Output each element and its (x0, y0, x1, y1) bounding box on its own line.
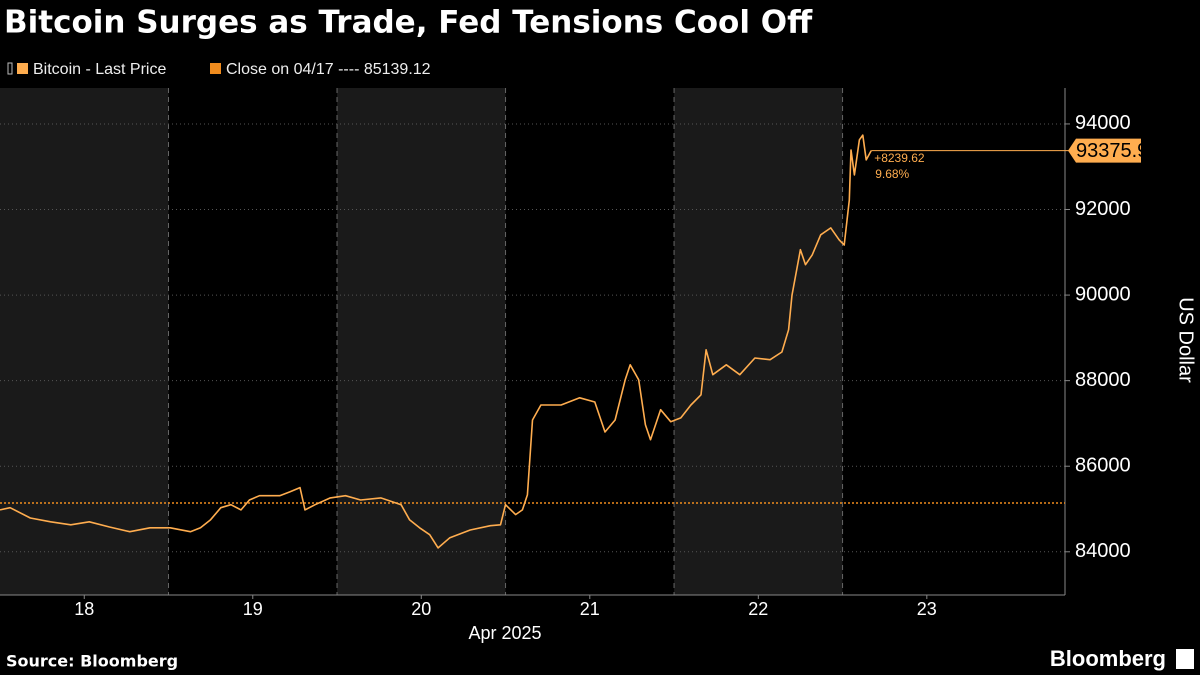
x-axis-label: Apr 2025 (468, 623, 541, 643)
day-band (674, 88, 843, 595)
brand: Bloomberg (1050, 646, 1166, 671)
y-tick-label: 92000 (1075, 198, 1131, 220)
x-tick-label: 20 (411, 599, 431, 619)
legend-icon (7, 62, 13, 75)
legend-swatch (210, 63, 221, 74)
change-pct-label: 9.68% (875, 167, 909, 181)
y-tick-label: 90000 (1075, 283, 1131, 305)
day-bands (0, 88, 844, 595)
y-tick-label: 94000 (1075, 112, 1131, 134)
change-label: +8239.62 (874, 151, 925, 165)
brand-icon (1176, 649, 1194, 669)
price-line (0, 134, 872, 549)
day-band (0, 88, 169, 595)
y-tick-label: 86000 (1075, 454, 1131, 476)
last-price-label: 93375.94 (1076, 140, 1159, 162)
source: Source: Bloomberg (6, 652, 178, 671)
x-tick-label: 19 (243, 599, 263, 619)
x-tick-label: 23 (917, 599, 937, 619)
y-tick-label: 84000 (1075, 540, 1131, 562)
x-tick-label: 18 (74, 599, 94, 619)
legend-swatch (17, 63, 28, 74)
legend-label: Bitcoin - Last Price (33, 61, 166, 78)
y-tick-label: 88000 (1075, 369, 1131, 391)
legend-label: Close on 04/17 ---- 85139.12 (226, 61, 431, 78)
x-tick-label: 22 (748, 599, 768, 619)
x-tick-label: 21 (580, 599, 600, 619)
legend: Bitcoin - Last Price Close on 04/17 ----… (7, 61, 431, 78)
y-axis-label: US Dollar (1175, 297, 1197, 383)
day-band (337, 88, 506, 595)
chart-title: Bitcoin Surges as Trade, Fed Tensions Co… (4, 5, 813, 41)
last-price-tag (1068, 138, 1141, 163)
